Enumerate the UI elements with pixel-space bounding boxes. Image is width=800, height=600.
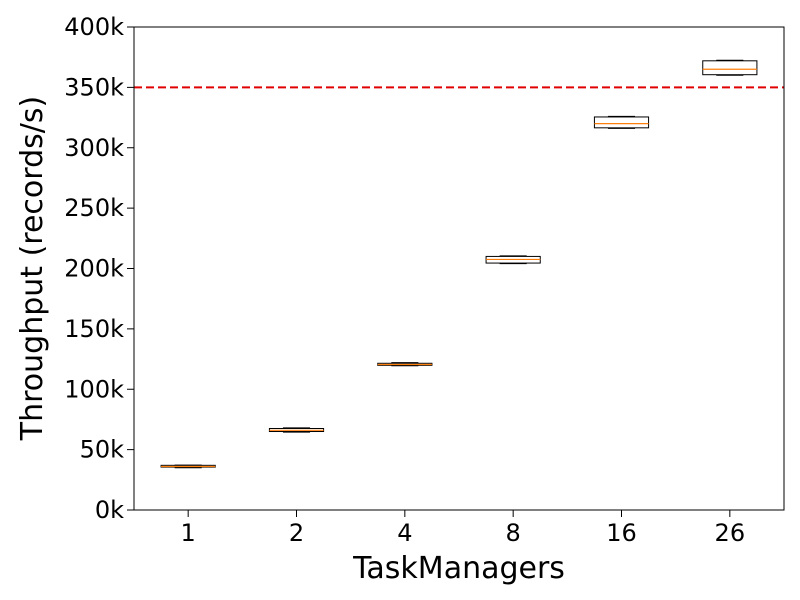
y-axis: 0k 50k 100k 150k 200k 250k 300k 350k 400k: [64, 13, 134, 524]
x-tick-label: 2: [289, 519, 304, 547]
y-tick-label: 100k: [64, 375, 124, 403]
y-tick-label: 350k: [64, 73, 124, 101]
y-tick-label: 50k: [80, 436, 125, 464]
y-tick-label: 300k: [64, 134, 124, 162]
box-26: [702, 59, 758, 76]
x-tick-label: 26: [715, 519, 746, 547]
x-axis-label: TaskManagers: [352, 551, 565, 586]
y-axis-label: Throughput (records/s): [15, 96, 50, 441]
box-8: [485, 255, 541, 265]
box-layer: [160, 59, 758, 469]
x-tick-label: 16: [606, 519, 637, 547]
box-2: [268, 427, 325, 433]
box-16: [593, 115, 650, 129]
x-axis: 1 2 4 8 16 26: [181, 510, 746, 547]
y-tick-label: 150k: [64, 315, 124, 343]
y-tick-label: 250k: [64, 194, 124, 222]
y-tick-label: 200k: [64, 255, 124, 283]
plot-background: [134, 27, 784, 510]
box-body: [702, 60, 758, 76]
x-tick-label: 8: [506, 519, 521, 547]
y-tick-label: 0k: [95, 496, 124, 524]
y-tick-label: 400k: [64, 13, 124, 41]
box-4: [377, 362, 433, 367]
box-1: [160, 464, 216, 469]
box-body: [593, 116, 650, 129]
x-tick-label: 1: [181, 519, 196, 547]
x-tick-label: 4: [397, 519, 412, 547]
